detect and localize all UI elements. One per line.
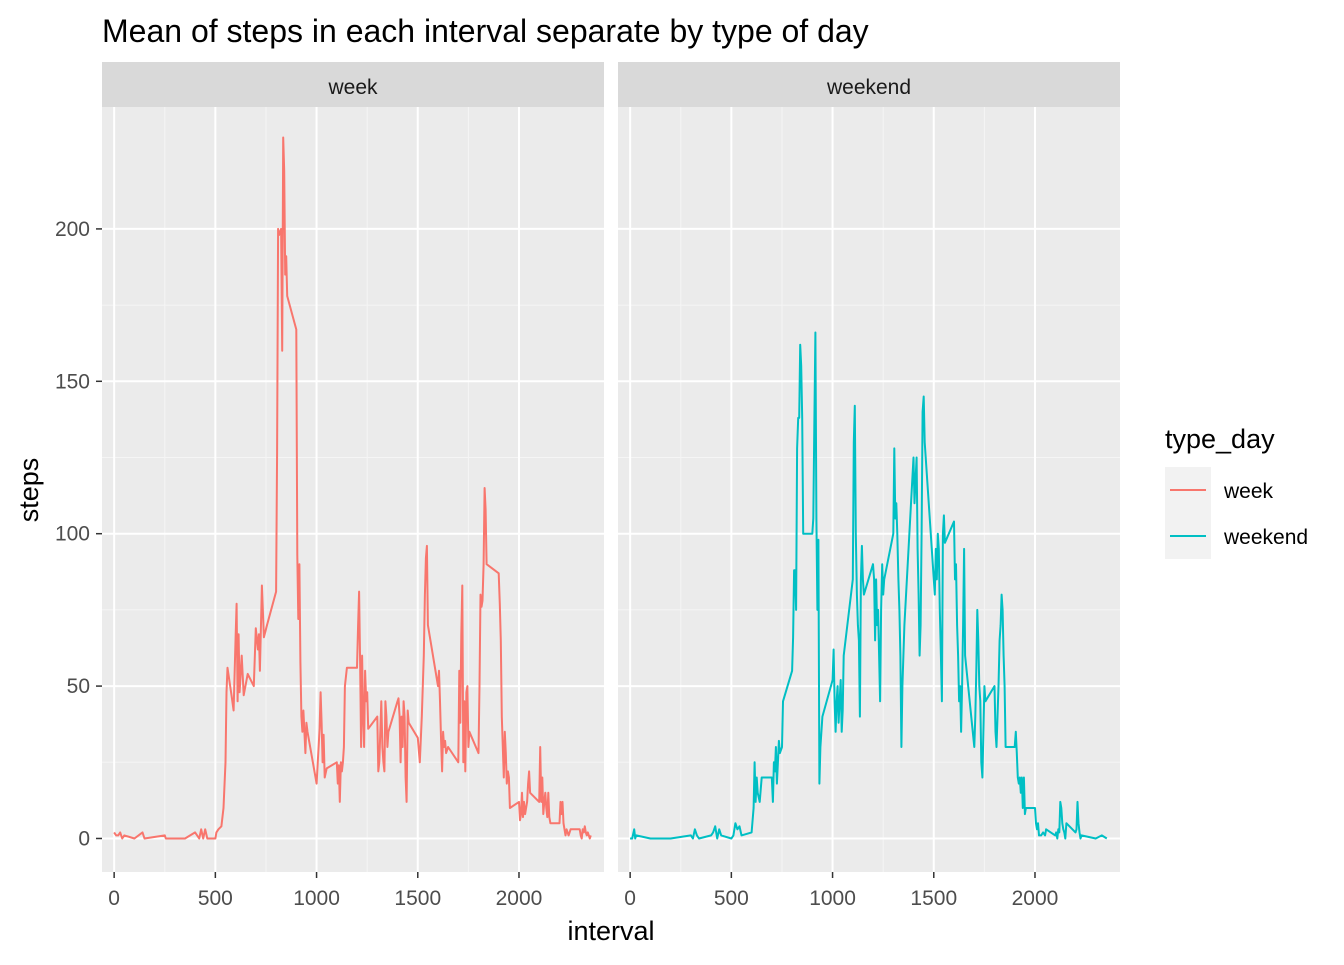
x-tick-label: 2000 (1012, 887, 1059, 910)
chart-title: Mean of steps in each interval separate … (102, 13, 869, 49)
y-axis-label: steps (14, 458, 44, 523)
x-tick-label: 0 (108, 887, 120, 910)
legend-title: type_day (1165, 424, 1275, 454)
x-tick-label: 500 (198, 887, 233, 910)
x-axis-label: interval (567, 916, 654, 946)
grid-weekend (618, 107, 1120, 872)
y-tick-label: 150 (55, 370, 90, 393)
x-tick-label: 500 (714, 887, 749, 910)
y-tick-label: 200 (55, 218, 90, 241)
x-axis-week: 0 500 1000 1500 2000 (108, 872, 542, 910)
series-week (113, 136, 592, 840)
x-axis-weekend: 0 500 1000 1500 2000 (624, 872, 1058, 910)
strip-weekend (618, 62, 1120, 107)
x-tick-label: 1000 (809, 887, 856, 910)
x-tick-label: 2000 (496, 887, 543, 910)
x-tick-label: 1500 (910, 887, 957, 910)
series-line-week (113, 136, 592, 840)
panel-weekend-background (618, 107, 1120, 872)
series-line-weekend (630, 331, 1108, 840)
x-tick-label: 1500 (394, 887, 441, 910)
legend: type_day week weekend (1165, 424, 1308, 559)
strip-week (102, 62, 604, 107)
series-weekend (630, 331, 1108, 840)
y-tick-label: 0 (78, 827, 90, 850)
strip-week-label: week (327, 76, 378, 99)
legend-label-week: week (1223, 480, 1274, 503)
x-tick-label: 1000 (293, 887, 340, 910)
strip-weekend-label: weekend (826, 76, 911, 99)
y-tick-label: 100 (55, 523, 90, 546)
panel-week-background (102, 107, 604, 872)
y-axis: 0 50 100 150 200 (55, 218, 102, 850)
y-tick-label: 50 (67, 675, 90, 698)
legend-label-weekend: weekend (1223, 526, 1308, 549)
x-tick-label: 0 (624, 887, 636, 910)
